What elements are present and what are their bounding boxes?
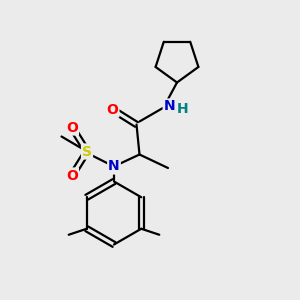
- Text: S: S: [82, 145, 92, 158]
- Text: O: O: [66, 169, 78, 182]
- Text: N: N: [108, 160, 120, 173]
- Text: O: O: [66, 121, 78, 134]
- Text: H: H: [176, 102, 188, 116]
- Text: N: N: [164, 100, 175, 113]
- Text: O: O: [106, 103, 119, 116]
